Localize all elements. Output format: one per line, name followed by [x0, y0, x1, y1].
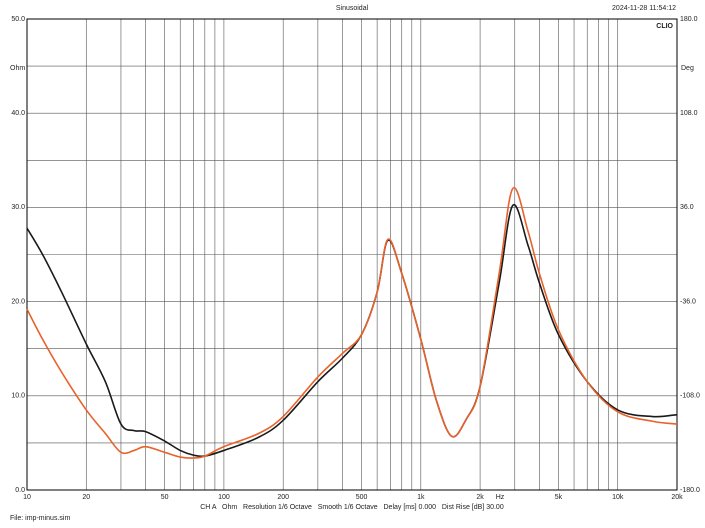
y-tick-label: 10.0 [11, 393, 25, 400]
y2-unit: Deg [681, 65, 694, 72]
x-tick-label: 10 [23, 494, 31, 501]
y2-tick-label: 180.0 [680, 16, 698, 23]
y2-tick-label: -36.0 [680, 298, 696, 305]
x-tick-label: 2k [476, 494, 484, 501]
y-unit: Ohm [10, 65, 25, 72]
y-tick-label: 30.0 [11, 204, 25, 211]
brand: CLIO [656, 23, 673, 30]
chart-title: Sinusoidal [336, 5, 369, 12]
file-name: File: imp-minus.sim [10, 515, 70, 522]
y2-tick-label: -180.0 [680, 487, 700, 494]
x-tick-label: 500 [356, 494, 368, 501]
timestamp: 2024-11-28 11:54:12 [612, 5, 676, 12]
y-tick-label: 40.0 [11, 110, 25, 117]
x-tick-label: 200 [277, 494, 289, 501]
y-tick-label: 0.0 [15, 487, 25, 494]
footer: CH A Ohm Resolution 1/6 Octave Smooth 1/… [200, 504, 504, 511]
x-tick-label: 20 [82, 494, 90, 501]
impedance-curve [26, 186, 678, 459]
y2-tick-label: 36.0 [680, 204, 694, 211]
y2-tick-label: -108.0 [680, 393, 700, 400]
x-unit: Hz [496, 494, 505, 501]
x-tick-label: 50 [161, 494, 169, 501]
x-tick-label: 5k [555, 494, 563, 501]
x-tick-label: 1k [417, 494, 425, 501]
x-tick-label: 10k [612, 494, 624, 501]
y-tick-label: 50.0 [11, 16, 25, 23]
y2-tick-label: 108.0 [680, 110, 698, 117]
plot-frame [26, 18, 678, 491]
x-tick-label: 100 [218, 494, 230, 501]
y-tick-label: 20.0 [11, 298, 25, 305]
x-tick-label: 20k [671, 494, 683, 501]
